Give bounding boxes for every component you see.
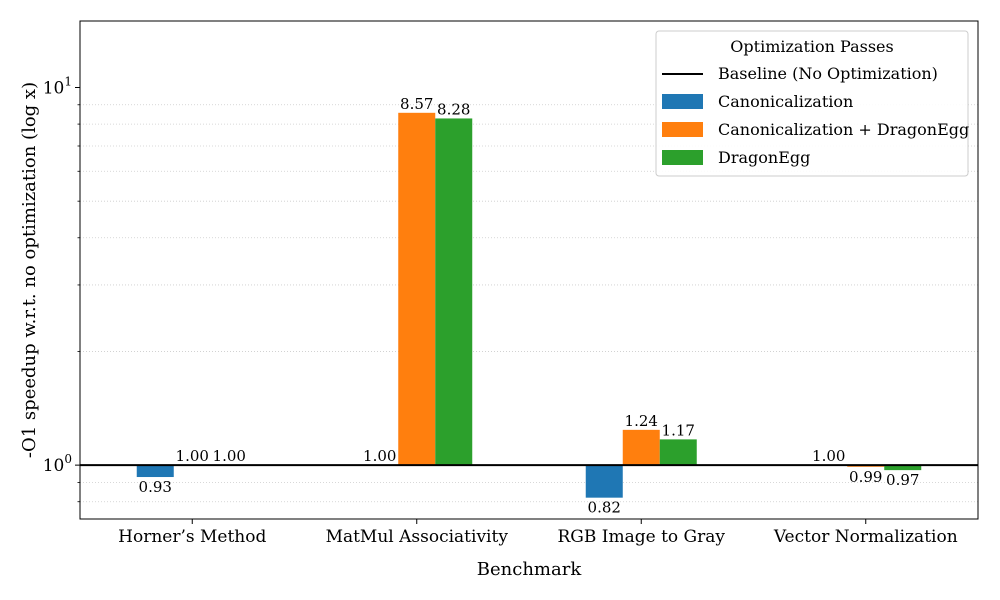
- y-tick-label: 100: [43, 452, 72, 476]
- value-label: 8.57: [400, 95, 433, 113]
- legend-series: Canonicalization Canonicalization + Drago…: [662, 92, 969, 167]
- bar-canonicalization-horner-s-method: [136, 465, 174, 478]
- bar-canonicalization-dragonegg-rgb-image-to-gray: [622, 429, 660, 466]
- value-label: 1.17: [662, 421, 695, 439]
- legend-title: Optimization Passes: [730, 37, 893, 56]
- value-label: 8.28: [437, 100, 470, 118]
- value-label: 0.97: [886, 471, 919, 489]
- value-label: 0.93: [139, 478, 172, 496]
- legend-baseline-label: Baseline (No Optimization): [718, 64, 938, 83]
- value-label: 1.24: [625, 412, 658, 430]
- value-label: 0.82: [588, 499, 621, 517]
- value-label: 1.00: [363, 447, 396, 465]
- legend-swatch-dragonegg: [662, 150, 703, 165]
- bar-dragonegg-vector-normalization: [884, 465, 922, 471]
- y-tick-label: 101: [43, 74, 72, 98]
- x-tick-label: Vector Normalization: [773, 527, 958, 547]
- legend-label-dragonegg: DragonEgg: [718, 148, 810, 167]
- legend-label-canonicalization-dragonegg: Canonicalization + DragonEgg: [718, 120, 969, 139]
- bar-dragonegg-matmul-associativity: [435, 118, 473, 466]
- x-tick-label: MatMul Associativity: [326, 527, 509, 547]
- legend: Optimization Passes Baseline (No Optimiz…: [655, 30, 969, 177]
- bar-dragonegg-rgb-image-to-gray: [659, 439, 697, 466]
- legend-swatch-canonicalization-dragonegg: [662, 122, 703, 137]
- value-label: 0.99: [849, 468, 882, 486]
- x-tick-label: RGB Image to Gray: [557, 527, 725, 547]
- legend-box: [655, 30, 969, 177]
- bar-canonicalization-dragonegg-matmul-associativity: [398, 112, 436, 466]
- y-ticks-layer: 100 101: [43, 74, 80, 503]
- value-label: 1.00: [213, 447, 246, 465]
- bar-canonicalization-rgb-image-to-gray: [585, 465, 623, 498]
- x-axis-label: Benchmark: [477, 559, 583, 580]
- plot-frame: [79, 20, 979, 520]
- x-ticks-layer: Horner’s Method MatMul Associativity RGB I…: [118, 519, 958, 547]
- value-label: 1.00: [176, 447, 209, 465]
- y-axis-label: -O1 speedup w.r.t. no optimization (log …: [19, 82, 40, 458]
- value-labels-layer: 0.931.000.821.001.008.571.240.991.008.28…: [139, 95, 920, 517]
- x-tick-label: Horner’s Method: [118, 527, 266, 547]
- legend-swatch-canonicalization: [662, 94, 703, 109]
- legend-label-canonicalization: Canonicalization: [718, 92, 853, 111]
- value-label: 1.00: [812, 447, 845, 465]
